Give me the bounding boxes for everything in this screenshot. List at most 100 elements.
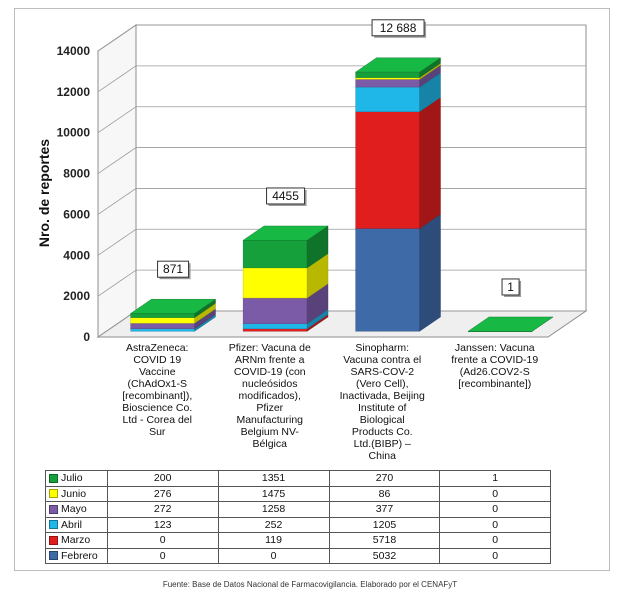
bar-segment-abril bbox=[130, 328, 195, 332]
legend-swatch bbox=[49, 504, 58, 514]
legend-swatch bbox=[49, 551, 58, 561]
bar-segment-abril bbox=[242, 323, 308, 330]
category-label-line: Sinopharm: bbox=[355, 342, 410, 354]
category-label-line: ARNm frente a bbox=[235, 354, 305, 366]
table-cell: 5032 bbox=[328, 547, 441, 564]
category-label-line: Ltd - Corea del bbox=[122, 414, 192, 426]
table-cell: 0 bbox=[439, 516, 551, 533]
bars bbox=[129, 57, 554, 332]
category-label-line: China bbox=[368, 450, 396, 462]
table-cell: 5718 bbox=[328, 532, 441, 549]
legend-label: Marzo bbox=[61, 534, 91, 547]
bar-side-marzo bbox=[419, 96, 441, 229]
table-cell: 0 bbox=[106, 532, 219, 549]
table-row: Junio 276 1475 86 0 bbox=[45, 485, 551, 502]
table-cell: 200 bbox=[106, 470, 219, 487]
bar-top-julio bbox=[354, 57, 442, 73]
table-cell: 1475 bbox=[217, 485, 330, 502]
category-label-line: Biological bbox=[359, 414, 405, 426]
category-label-line: Belgium NV- bbox=[240, 426, 299, 438]
bar-segment-abril bbox=[355, 86, 420, 112]
bar-segment-febrero bbox=[355, 228, 420, 332]
bar-3 bbox=[354, 57, 442, 332]
bar-segment-julio bbox=[242, 240, 308, 269]
legend-label: Junio bbox=[61, 487, 87, 500]
bar-segment-junio bbox=[130, 317, 195, 324]
category-label-line: COVID 19 bbox=[133, 354, 182, 366]
bar-side-febrero bbox=[419, 213, 441, 332]
data-table: Julio 200 1351 270 1 Junio 276 1475 86 0 Mayo 272 12… bbox=[45, 470, 551, 564]
bar-segment-julio bbox=[355, 71, 420, 78]
category-label: Janssen: Vacuna frente a COVID-19 (Ad26.CO… bbox=[444, 342, 547, 390]
legend-cell: Febrero bbox=[45, 547, 108, 564]
legend-cell: Junio bbox=[45, 485, 108, 502]
total-callout-text: 12 688 bbox=[380, 21, 417, 35]
bar-segment-mayo bbox=[130, 323, 195, 329]
y-axis-ticks: 0 2000 4000 6000 8000 10000 12000 14000 bbox=[57, 44, 91, 344]
stacked-3d-bar-chart: 0 2000 4000 6000 8000 10000 12000 14000 871 4455… bbox=[36, 19, 588, 344]
category-label-line: [recombinant]), bbox=[122, 390, 193, 402]
table-cell: 276 bbox=[106, 485, 219, 502]
table-cell: 270 bbox=[328, 470, 441, 487]
chart-frame bbox=[14, 8, 610, 571]
category-label-line: frente a COVID-19 bbox=[451, 354, 539, 366]
category-label-line: Pfizer bbox=[256, 402, 284, 414]
y-tick-label: 10000 bbox=[57, 126, 91, 140]
category-label-line: modificados), bbox=[238, 390, 301, 402]
bar-segment-marzo bbox=[355, 111, 420, 229]
y-tick-label: 14000 bbox=[57, 44, 91, 58]
legend-swatch bbox=[49, 535, 58, 545]
legend-label: Mayo bbox=[61, 503, 87, 516]
y-tick-label: 4000 bbox=[63, 248, 90, 262]
category-label-line: Vaccine bbox=[138, 366, 176, 378]
legend-label: Febrero bbox=[61, 549, 98, 562]
table-row: Febrero 0 0 5032 0 bbox=[45, 547, 551, 564]
bar-1 bbox=[129, 298, 217, 332]
bar-segment-mayo bbox=[242, 297, 308, 324]
legend-swatch bbox=[49, 520, 58, 530]
category-label-line: Products Co. bbox=[351, 426, 413, 438]
category-label-line: Ltd.(BIBP) – bbox=[353, 438, 411, 450]
table-cell: 0 bbox=[439, 485, 551, 502]
total-callout-box bbox=[371, 19, 425, 37]
category-label-line: Vacuna contra el bbox=[343, 354, 422, 366]
bar-segment-julio bbox=[130, 313, 195, 318]
legend-swatch bbox=[49, 489, 58, 499]
legend-cell: Julio bbox=[45, 470, 108, 487]
y-tick-label: 8000 bbox=[63, 167, 90, 181]
category-label-line: Manufacturing bbox=[236, 414, 304, 426]
category-label-line: (ChAdOx1-S bbox=[127, 378, 188, 390]
category-label-line: [recombinante]) bbox=[458, 378, 532, 390]
y-tick-label: 6000 bbox=[63, 207, 90, 221]
table-cell: 86 bbox=[328, 485, 441, 502]
legend-label: Abril bbox=[61, 518, 83, 531]
category-label-line: Sur bbox=[149, 426, 166, 438]
table-row: Julio 200 1351 270 1 bbox=[45, 470, 551, 487]
table-cell: 0 bbox=[439, 547, 551, 564]
category-label: Pfizer: Vacuna de ARNm frente a COVID-19 (… bbox=[219, 342, 322, 450]
table-cell: 0 bbox=[217, 547, 330, 564]
total-callout-text: 4455 bbox=[272, 189, 299, 203]
y-axis-label: Nro. de reportes bbox=[36, 139, 52, 247]
table-cell: 0 bbox=[439, 532, 551, 549]
bar-2 bbox=[242, 225, 329, 332]
y-tick-label: 12000 bbox=[57, 85, 91, 99]
bar-segment-junio bbox=[355, 77, 420, 80]
category-label: Sinopharm: Vacuna contra el SARS-COV-2 (Ver… bbox=[331, 342, 434, 462]
category-label: AstraZeneca: COVID 19 Vaccine (ChAdOx1-S [re… bbox=[106, 342, 209, 438]
category-label-line: Institute of bbox=[358, 402, 407, 414]
table-row: Abril 123 252 1205 0 bbox=[45, 516, 551, 533]
legend-cell: Abril bbox=[45, 516, 108, 533]
table-cell: 0 bbox=[106, 547, 219, 564]
category-label-line: Bélgica bbox=[252, 438, 287, 450]
table-cell: 119 bbox=[217, 532, 330, 549]
legend-cell: Marzo bbox=[45, 532, 108, 549]
total-callout-text: 1 bbox=[507, 280, 514, 294]
bar-top-julio bbox=[129, 298, 217, 314]
table-cell: 123 bbox=[106, 516, 219, 533]
bar-segment-marzo bbox=[242, 328, 308, 332]
table-row: Marzo 0 119 5718 0 bbox=[45, 532, 551, 549]
legend-label: Julio bbox=[61, 472, 83, 485]
category-label-line: AstraZeneca: bbox=[126, 342, 189, 354]
y-tick-label: 0 bbox=[83, 330, 90, 344]
